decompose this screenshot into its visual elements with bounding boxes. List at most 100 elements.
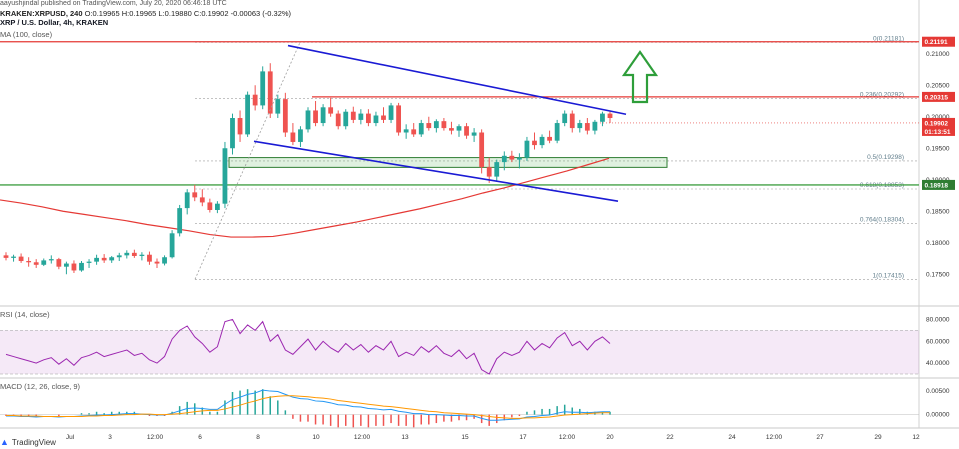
candle[interactable] bbox=[494, 162, 500, 177]
candle[interactable] bbox=[509, 155, 515, 160]
candle[interactable] bbox=[215, 203, 220, 210]
candle[interactable] bbox=[539, 136, 545, 146]
channel-upper-line[interactable] bbox=[287, 44, 627, 116]
macd-line[interactable] bbox=[6, 389, 610, 421]
candle[interactable] bbox=[305, 110, 311, 130]
time-tick-label: 15 bbox=[461, 434, 469, 441]
candle[interactable] bbox=[411, 129, 417, 135]
candle[interactable] bbox=[524, 140, 530, 158]
candle[interactable] bbox=[298, 129, 303, 142]
candle[interactable] bbox=[162, 257, 167, 264]
candle[interactable] bbox=[569, 113, 575, 129]
candle[interactable] bbox=[109, 257, 115, 261]
candle[interactable] bbox=[577, 123, 583, 129]
time-tick-label: 12 bbox=[912, 434, 920, 441]
candle[interactable] bbox=[169, 233, 175, 258]
instrument-title: XRP / U.S. Dollar, 4h, KRAKEN bbox=[0, 18, 109, 27]
candle[interactable] bbox=[18, 256, 24, 262]
candle[interactable] bbox=[56, 259, 62, 267]
candle[interactable] bbox=[33, 262, 39, 265]
symbol-label[interactable]: KRAKEN:XRPUSD, 240 bbox=[0, 9, 83, 18]
candle[interactable] bbox=[267, 71, 273, 114]
candle[interactable] bbox=[592, 121, 598, 131]
candle[interactable] bbox=[584, 123, 590, 131]
candle[interactable] bbox=[418, 123, 424, 135]
candle[interactable] bbox=[11, 256, 16, 258]
candle[interactable] bbox=[101, 257, 107, 261]
support-zone[interactable] bbox=[228, 157, 668, 168]
candle[interactable] bbox=[139, 254, 145, 256]
candle[interactable] bbox=[79, 262, 84, 271]
up-arrow-icon bbox=[621, 50, 659, 104]
candle[interactable] bbox=[328, 107, 334, 114]
candle[interactable] bbox=[199, 197, 205, 203]
candle[interactable] bbox=[282, 99, 288, 133]
candle[interactable] bbox=[554, 123, 560, 141]
candle[interactable] bbox=[388, 105, 394, 120]
rsi-legend[interactable]: RSI (14, close) bbox=[0, 310, 50, 319]
candle[interactable] bbox=[131, 252, 137, 256]
candle[interactable] bbox=[373, 115, 379, 124]
candle[interactable] bbox=[260, 71, 266, 106]
candle[interactable] bbox=[501, 155, 507, 163]
candle[interactable] bbox=[124, 252, 130, 256]
candle[interactable] bbox=[350, 111, 356, 120]
candle[interactable] bbox=[290, 132, 296, 142]
ma-line[interactable] bbox=[0, 157, 610, 238]
candle[interactable] bbox=[366, 113, 371, 124]
candle[interactable] bbox=[441, 121, 447, 129]
candle[interactable] bbox=[607, 113, 613, 119]
candle[interactable] bbox=[207, 202, 213, 210]
candle[interactable] bbox=[381, 115, 386, 120]
candle[interactable] bbox=[94, 257, 99, 262]
candle[interactable] bbox=[335, 113, 341, 127]
candle[interactable] bbox=[177, 208, 183, 234]
candle[interactable] bbox=[184, 192, 190, 209]
tradingview-logo[interactable]: ▲ TradingView bbox=[0, 437, 56, 447]
rsi-line[interactable] bbox=[5, 318, 611, 375]
candle[interactable] bbox=[532, 140, 537, 146]
candle[interactable] bbox=[192, 192, 198, 198]
candle[interactable] bbox=[456, 126, 462, 131]
candle[interactable] bbox=[147, 254, 152, 262]
time-tick-label: 20 bbox=[606, 434, 614, 441]
channel-lower-line[interactable] bbox=[253, 140, 619, 202]
candle[interactable] bbox=[230, 118, 235, 149]
macd-legend[interactable]: MACD (12, 26, close, 9) bbox=[0, 382, 81, 391]
candle[interactable] bbox=[41, 260, 47, 265]
candle[interactable] bbox=[313, 110, 318, 124]
candle[interactable] bbox=[479, 132, 485, 168]
candle[interactable] bbox=[48, 259, 54, 261]
candle[interactable] bbox=[71, 263, 77, 271]
candle[interactable] bbox=[396, 105, 401, 133]
candle[interactable] bbox=[116, 255, 122, 258]
candle[interactable] bbox=[562, 113, 568, 124]
candle[interactable] bbox=[275, 99, 281, 114]
candle[interactable] bbox=[464, 126, 469, 136]
candle[interactable] bbox=[547, 136, 552, 141]
candle[interactable] bbox=[358, 113, 364, 120]
candle[interactable] bbox=[3, 255, 9, 258]
candle[interactable] bbox=[486, 167, 492, 177]
candle[interactable] bbox=[320, 107, 326, 124]
candle[interactable] bbox=[517, 157, 522, 160]
candle[interactable] bbox=[86, 261, 92, 263]
signal-line[interactable] bbox=[6, 395, 610, 419]
candle[interactable] bbox=[433, 121, 439, 129]
candle[interactable] bbox=[252, 94, 258, 106]
candle[interactable] bbox=[403, 129, 409, 133]
candle[interactable] bbox=[343, 111, 349, 127]
candle[interactable] bbox=[64, 263, 69, 267]
candle[interactable] bbox=[426, 123, 432, 129]
time-tick-label: 6 bbox=[198, 434, 202, 441]
candle[interactable] bbox=[600, 113, 605, 122]
candle[interactable] bbox=[245, 94, 250, 135]
candle[interactable] bbox=[222, 148, 228, 204]
candle[interactable] bbox=[237, 118, 243, 135]
candle[interactable] bbox=[471, 132, 477, 136]
candle[interactable] bbox=[154, 261, 160, 264]
candle[interactable] bbox=[449, 128, 454, 131]
ma-legend[interactable]: MA (100, close) bbox=[0, 30, 53, 39]
candle[interactable] bbox=[26, 261, 32, 263]
